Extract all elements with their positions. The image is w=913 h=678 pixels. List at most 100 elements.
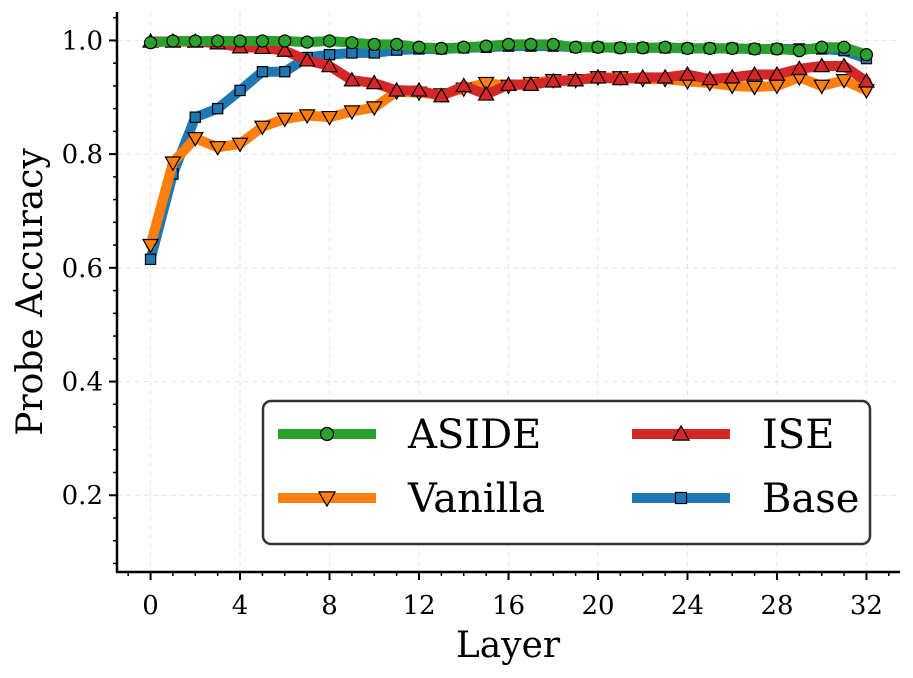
data-point-ise <box>835 57 853 73</box>
data-point-aside <box>815 40 829 54</box>
data-point-ise <box>656 68 674 84</box>
data-point-aside <box>792 44 806 58</box>
ticks: 0 4 8 12 16 20 24 28 32 0.2 0.4 0.6 0.8 1.0 <box>62 16 890 621</box>
data-point-aside <box>166 34 180 48</box>
data-point-base <box>144 253 157 266</box>
data-point-ise <box>544 72 562 88</box>
y-tick-label: 1.0 <box>62 26 103 56</box>
data-point-vanilla <box>746 80 764 96</box>
legend-label-aside: ASIDE <box>407 412 541 458</box>
legend: ASIDE ISE Vanilla Base <box>261 399 872 546</box>
data-point-ise <box>611 70 629 86</box>
data-point-aside <box>591 40 605 54</box>
data-point-ise <box>768 65 786 81</box>
data-point-ise <box>455 77 473 93</box>
data-point-ise <box>320 57 339 73</box>
data-point-aside <box>658 40 672 54</box>
data-point-ise <box>790 60 808 76</box>
data-point-ise <box>298 51 316 67</box>
data-point-ise <box>365 74 383 90</box>
data-point-base <box>256 65 269 78</box>
data-point-aside <box>859 48 874 62</box>
data-point-vanilla <box>164 156 182 172</box>
data-point-ise <box>410 81 428 97</box>
data-point-aside <box>278 34 292 48</box>
data-point-aside <box>569 40 583 54</box>
data-point-aside <box>300 35 314 49</box>
data-point-aside <box>680 41 695 55</box>
data-point-aside <box>770 42 784 56</box>
data-point-ise <box>567 71 585 87</box>
data-point-vanilla <box>186 131 204 147</box>
data-point-aside <box>546 37 560 52</box>
legend-entry-ise: ISE <box>632 412 834 458</box>
legend-entry-vanilla: Vanilla <box>278 476 545 522</box>
x-tick-label: 32 <box>850 591 883 621</box>
data-point-vanilla <box>835 73 853 89</box>
data-point-ise <box>589 68 607 84</box>
series-layer <box>142 32 875 266</box>
x-tick-label: 24 <box>671 591 704 621</box>
data-point-ise <box>701 70 719 86</box>
data-point-aside <box>636 41 650 55</box>
data-point-ise <box>477 85 495 101</box>
data-point-vanilla <box>142 238 160 254</box>
data-point-aside <box>434 41 448 55</box>
x-tick-label: 4 <box>232 591 249 621</box>
data-point-aside <box>524 37 538 52</box>
data-point-aside <box>725 41 739 55</box>
data-point-ise <box>813 57 831 73</box>
x-tick-label: 12 <box>402 591 435 621</box>
data-point-ise <box>723 68 741 84</box>
legend-marker-vanilla <box>317 491 337 508</box>
data-point-aside <box>367 37 381 52</box>
data-point-vanilla <box>298 109 316 125</box>
data-point-aside <box>233 34 247 48</box>
series-aside <box>143 34 874 62</box>
data-point-aside <box>255 34 270 48</box>
x-tick-label: 16 <box>492 591 525 621</box>
legend-marker-ise <box>671 424 691 441</box>
data-point-ise <box>343 71 361 87</box>
legend-label-base: Base <box>762 476 859 522</box>
data-point-ise <box>678 65 697 81</box>
data-point-aside <box>188 34 202 48</box>
data-point-base <box>279 65 291 78</box>
data-point-ise <box>432 87 450 103</box>
data-point-vanilla <box>253 120 271 136</box>
legend-label-vanilla: Vanilla <box>407 476 545 522</box>
data-point-ise <box>746 65 764 81</box>
legend-marker-base <box>674 491 688 505</box>
legend-entry-aside: ASIDE <box>278 412 541 458</box>
data-point-aside <box>390 37 404 52</box>
data-point-vanilla <box>320 110 339 126</box>
data-point-base <box>211 102 224 115</box>
data-point-ise <box>522 76 540 91</box>
data-point-base <box>234 84 246 97</box>
data-point-vanilla <box>209 141 227 157</box>
data-point-vanilla <box>231 137 249 153</box>
data-point-aside <box>501 37 516 52</box>
data-point-aside <box>703 41 717 55</box>
y-tick-label: 0.6 <box>62 254 103 284</box>
y-tick-label: 0.4 <box>62 368 103 398</box>
data-point-ise <box>276 41 294 57</box>
x-axis-label: Layer <box>456 625 561 666</box>
x-tick-label: 0 <box>142 591 159 621</box>
data-point-aside <box>143 36 158 50</box>
data-point-base <box>189 111 201 123</box>
data-point-vanilla <box>477 76 495 92</box>
y-tick-label: 0.8 <box>62 140 103 170</box>
data-point-vanilla <box>365 101 383 117</box>
data-point-aside <box>613 41 627 55</box>
data-point-ise <box>499 76 518 91</box>
data-point-aside <box>322 34 337 48</box>
data-point-base <box>346 47 358 59</box>
data-point-aside <box>211 34 225 48</box>
data-point-ise <box>388 81 406 97</box>
data-point-vanilla <box>276 112 294 128</box>
data-point-aside <box>747 42 762 56</box>
data-point-vanilla <box>343 105 361 121</box>
